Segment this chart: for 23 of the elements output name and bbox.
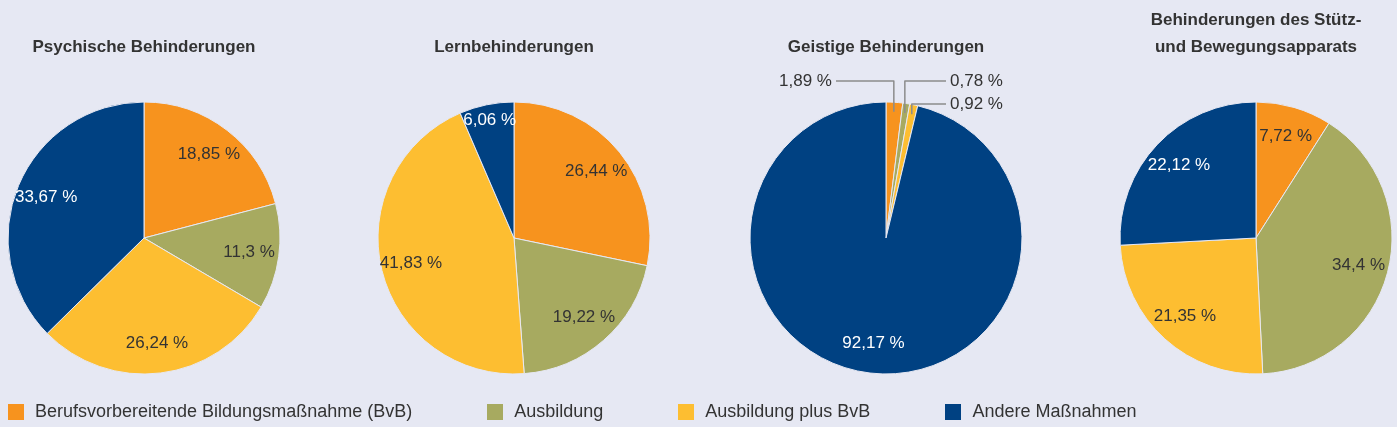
data-label: 92,17 % — [842, 333, 905, 353]
data-label: 26,44 % — [565, 160, 628, 180]
data-label: 22,12 % — [1147, 154, 1211, 174]
legend-label: Ausbildung plus BvB — [705, 401, 871, 422]
data-label: 11,3 % — [223, 242, 275, 262]
chart-title: Lernbehinderungen — [434, 36, 594, 58]
legend-label: Ausbildung — [514, 401, 604, 422]
data-label: 0,78 % — [950, 70, 1003, 90]
data-label: 41,83 % — [379, 253, 443, 272]
legend-label: Berufsvorbereitende Bildungsmaßnahme (BvB) — [35, 401, 413, 422]
data-label: 26,24 % — [125, 332, 189, 352]
chart-title: Behinderungen des Stütz- und Bewegungsapparats — [1149, 9, 1363, 58]
data-label: 0,92 % — [950, 93, 1003, 113]
chart-title: Psychische Behinderungen — [32, 36, 256, 58]
data-label: 18,85 % — [177, 143, 241, 163]
chart-title: Geistige Behinderungen — [787, 36, 985, 58]
data-label: 33,67 % — [14, 186, 78, 206]
data-label: 1,89 % — [779, 70, 832, 90]
data-label: 7,72 % — [1259, 125, 1313, 145]
data-label: 19,22 % — [552, 307, 616, 327]
legend-label: Andere Maßnahmen — [972, 401, 1137, 422]
data-label: 21,35 % — [1153, 306, 1217, 326]
data-label: 34,4 % — [1332, 254, 1386, 274]
